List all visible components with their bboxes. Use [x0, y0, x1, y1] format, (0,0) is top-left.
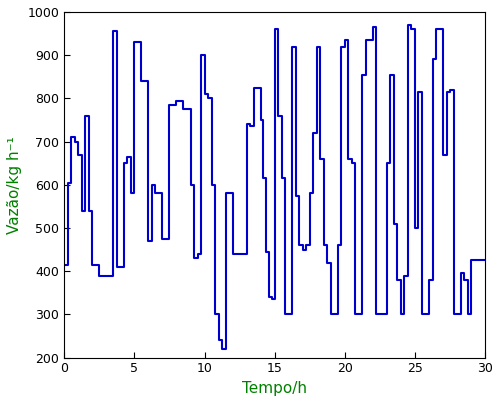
X-axis label: Tempo/h: Tempo/h [242, 381, 307, 396]
Y-axis label: Vazão/kg h⁻¹: Vazão/kg h⁻¹ [7, 136, 22, 234]
